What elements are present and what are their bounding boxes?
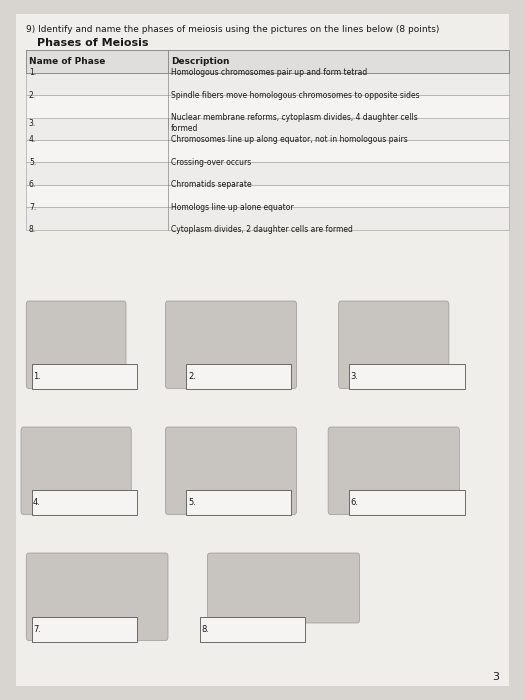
- Bar: [349, 364, 465, 388]
- Text: Crossing-over occurs: Crossing-over occurs: [171, 158, 251, 167]
- FancyBboxPatch shape: [26, 301, 126, 389]
- Text: 7.: 7.: [29, 203, 36, 211]
- Text: Cytoplasm divides, 2 daughter cells are formed: Cytoplasm divides, 2 daughter cells are …: [171, 225, 352, 234]
- Bar: [26, 50, 509, 73]
- Text: 7.: 7.: [33, 625, 41, 634]
- FancyBboxPatch shape: [339, 301, 449, 389]
- Bar: [32, 490, 136, 514]
- Text: Homologous chromosomes pair up and form tetrad: Homologous chromosomes pair up and form …: [171, 69, 367, 77]
- Bar: [349, 490, 465, 514]
- Text: Nuclear membrane reforms, cytoplasm divides, 4 daughter cells
formed: Nuclear membrane reforms, cytoplasm divi…: [171, 113, 417, 133]
- Text: Chromosomes line up along equator, not in homologous pairs: Chromosomes line up along equator, not i…: [171, 136, 407, 144]
- Text: Description: Description: [171, 57, 229, 66]
- Bar: [26, 207, 509, 230]
- FancyBboxPatch shape: [165, 427, 297, 514]
- Text: Homologs line up alone equator: Homologs line up alone equator: [171, 203, 293, 211]
- Text: 9) Identify and name the phases of meiosis using the pictures on the lines below: 9) Identify and name the phases of meios…: [26, 25, 439, 34]
- Bar: [26, 95, 509, 129]
- Bar: [26, 73, 509, 95]
- Text: 4.: 4.: [33, 498, 41, 507]
- Text: Name of Phase: Name of Phase: [29, 57, 105, 66]
- Bar: [26, 162, 509, 185]
- Text: 5.: 5.: [188, 498, 196, 507]
- Text: Chromatids separate: Chromatids separate: [171, 181, 251, 189]
- Text: 8.: 8.: [201, 625, 209, 634]
- Bar: [186, 490, 291, 514]
- Text: 6.: 6.: [29, 181, 36, 189]
- Bar: [32, 617, 136, 642]
- Bar: [186, 364, 291, 388]
- Text: Spindle fibers move homologous chromosomes to opposite sides: Spindle fibers move homologous chromosom…: [171, 91, 419, 99]
- FancyBboxPatch shape: [207, 553, 360, 623]
- FancyBboxPatch shape: [21, 427, 131, 514]
- Text: 2.: 2.: [188, 372, 196, 381]
- Text: 3.: 3.: [29, 119, 36, 127]
- Text: 1.: 1.: [33, 372, 41, 381]
- Text: 6.: 6.: [351, 498, 359, 507]
- Text: 8.: 8.: [29, 225, 36, 234]
- FancyBboxPatch shape: [165, 301, 297, 389]
- FancyBboxPatch shape: [26, 553, 168, 640]
- Bar: [26, 118, 509, 140]
- Bar: [26, 185, 509, 207]
- Bar: [32, 364, 136, 388]
- Text: 4.: 4.: [29, 136, 36, 144]
- Bar: [26, 50, 509, 73]
- Bar: [26, 50, 509, 73]
- Text: 5.: 5.: [29, 158, 36, 167]
- Text: 1.: 1.: [29, 69, 36, 77]
- FancyBboxPatch shape: [328, 427, 459, 514]
- Bar: [200, 617, 304, 642]
- Bar: [26, 140, 509, 162]
- Text: Phases of Meiosis: Phases of Meiosis: [37, 38, 148, 48]
- Text: 3.: 3.: [351, 372, 359, 381]
- Text: 2.: 2.: [29, 91, 36, 99]
- Text: 3: 3: [492, 673, 499, 682]
